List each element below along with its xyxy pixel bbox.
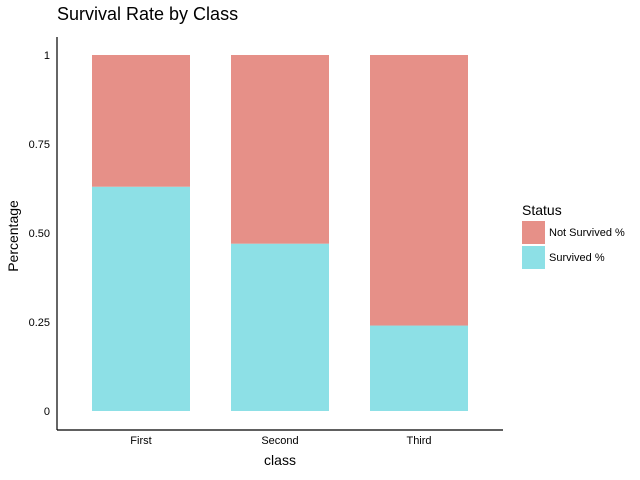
legend-title: Status xyxy=(522,202,562,218)
bar-survived-second xyxy=(231,243,329,411)
x-tick-label: First xyxy=(130,435,151,447)
legend: Status Not Survived % Survived % xyxy=(522,202,625,269)
bar-not-survived-first xyxy=(92,55,190,187)
y-tick-label: 0.50 xyxy=(29,228,50,240)
x-ticks: First Second Third xyxy=(130,435,431,447)
y-tick-label: 1 xyxy=(44,50,50,62)
legend-label: Not Survived % xyxy=(549,227,625,239)
bar-survived-third xyxy=(370,325,468,411)
bar-not-survived-third xyxy=(370,55,468,326)
y-tick-label: 0.75 xyxy=(29,139,50,151)
x-axis-title: class xyxy=(264,452,296,468)
y-ticks: 0 0.25 0.50 0.75 1 xyxy=(29,50,50,418)
legend-swatch xyxy=(522,246,545,269)
legend-label: Survived % xyxy=(549,252,605,264)
bar-survived-first xyxy=(92,186,190,411)
bar-not-survived-second xyxy=(231,55,329,244)
x-tick-label: Third xyxy=(406,435,431,447)
legend-swatch xyxy=(522,221,545,244)
chart-title: Survival Rate by Class xyxy=(57,4,238,24)
x-tick-label: Second xyxy=(261,435,298,447)
bars-layer xyxy=(92,55,468,411)
y-axis-title: Percentage xyxy=(5,200,21,272)
y-tick-label: 0 xyxy=(44,406,50,418)
y-tick-label: 0.25 xyxy=(29,317,50,329)
